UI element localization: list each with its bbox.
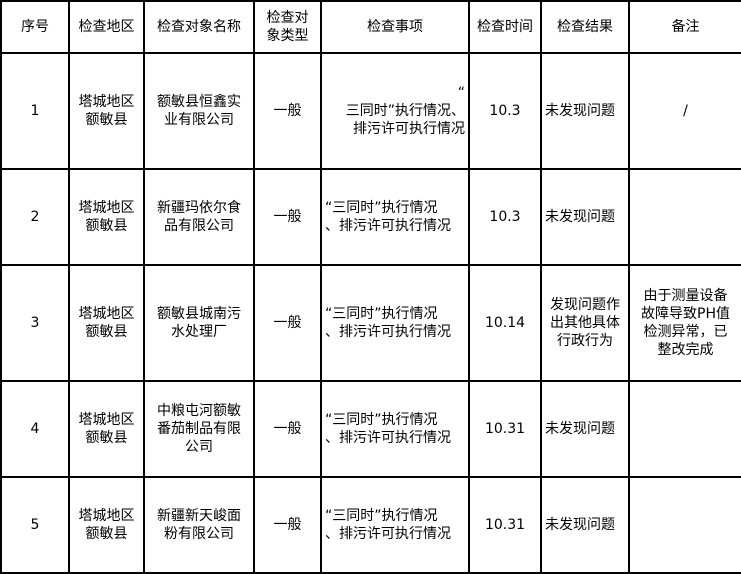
cell-name: 新疆玛依尔食 品有限公司	[143, 168, 255, 266]
cell-note	[628, 168, 741, 266]
cell-name: 额敏县恒鑫实 业有限公司	[143, 52, 255, 170]
cell-type: 一般	[253, 168, 322, 266]
header-result: 检查结果	[540, 0, 630, 54]
table-row: 1 塔城地区 额敏县 额敏县恒鑫实 业有限公司 一般 “ 三同时”执行情况、 排…	[0, 52, 741, 170]
header-row: 序号 检查地区 检查对象名称 检查对 象类型 检查事项 检查时间 检查结果 备注	[0, 0, 741, 54]
cell-result: 未发现问题	[540, 380, 630, 478]
cell-type: 一般	[253, 476, 322, 574]
cell-no: 3	[0, 264, 70, 382]
cell-date: 10.31	[468, 380, 542, 478]
header-name: 检查对象名称	[143, 0, 255, 54]
table-row: 3 塔城地区 额敏县 额敏县城南污 水处理厂 一般 “三同时”执行情况 、排污许…	[0, 264, 741, 382]
header-no: 序号	[0, 0, 70, 54]
cell-date: 10.3	[468, 168, 542, 266]
header-type: 检查对 象类型	[253, 0, 322, 54]
table-row: 5 塔城地区 额敏县 新疆新天峻面 粉有限公司 一般 “三同时”执行情况 、排污…	[0, 476, 741, 574]
header-region: 检查地区	[68, 0, 145, 54]
cell-result: 未发现问题	[540, 52, 630, 170]
cell-name: 新疆新天峻面 粉有限公司	[143, 476, 255, 574]
cell-note: /	[628, 52, 741, 170]
header-date: 检查时间	[468, 0, 542, 54]
header-item: 检查事项	[320, 0, 470, 54]
header-note: 备注	[628, 0, 741, 54]
cell-no: 5	[0, 476, 70, 574]
cell-date: 10.31	[468, 476, 542, 574]
cell-item: “ 三同时”执行情况、 排污许可执行情况	[320, 52, 470, 170]
cell-region: 塔城地区 额敏县	[68, 264, 145, 382]
cell-date: 10.14	[468, 264, 542, 382]
cell-item: “三同时”执行情况 、排污许可执行情况	[320, 168, 470, 266]
cell-type: 一般	[253, 52, 322, 170]
cell-result: 发现问题作 出其他具体 行政行为	[540, 264, 630, 382]
cell-name: 额敏县城南污 水处理厂	[143, 264, 255, 382]
cell-no: 4	[0, 380, 70, 478]
cell-type: 一般	[253, 380, 322, 478]
cell-note	[628, 476, 741, 574]
cell-note	[628, 380, 741, 478]
cell-region: 塔城地区 额敏县	[68, 476, 145, 574]
cell-no: 2	[0, 168, 70, 266]
cell-item: “三同时”执行情况 、排污许可执行情况	[320, 264, 470, 382]
cell-item: “三同时”执行情况 、排污许可执行情况	[320, 476, 470, 574]
cell-region: 塔城地区 额敏县	[68, 380, 145, 478]
cell-item: “三同时”执行情况 、排污许可执行情况	[320, 380, 470, 478]
cell-date: 10.3	[468, 52, 542, 170]
cell-result: 未发现问题	[540, 168, 630, 266]
cell-no: 1	[0, 52, 70, 170]
table-row: 4 塔城地区 额敏县 中粮屯河额敏 番茄制品有限 公司 一般 “三同时”执行情况…	[0, 380, 741, 478]
cell-region: 塔城地区 额敏县	[68, 52, 145, 170]
cell-result: 未发现问题	[540, 476, 630, 574]
cell-note: 由于测量设备 故障导致PH值 检测异常，已 整改完成	[628, 264, 741, 382]
cell-region: 塔城地区 额敏县	[68, 168, 145, 266]
cell-name: 中粮屯河额敏 番茄制品有限 公司	[143, 380, 255, 478]
cell-type: 一般	[253, 264, 322, 382]
table-row: 2 塔城地区 额敏县 新疆玛依尔食 品有限公司 一般 “三同时”执行情况 、排污…	[0, 168, 741, 266]
